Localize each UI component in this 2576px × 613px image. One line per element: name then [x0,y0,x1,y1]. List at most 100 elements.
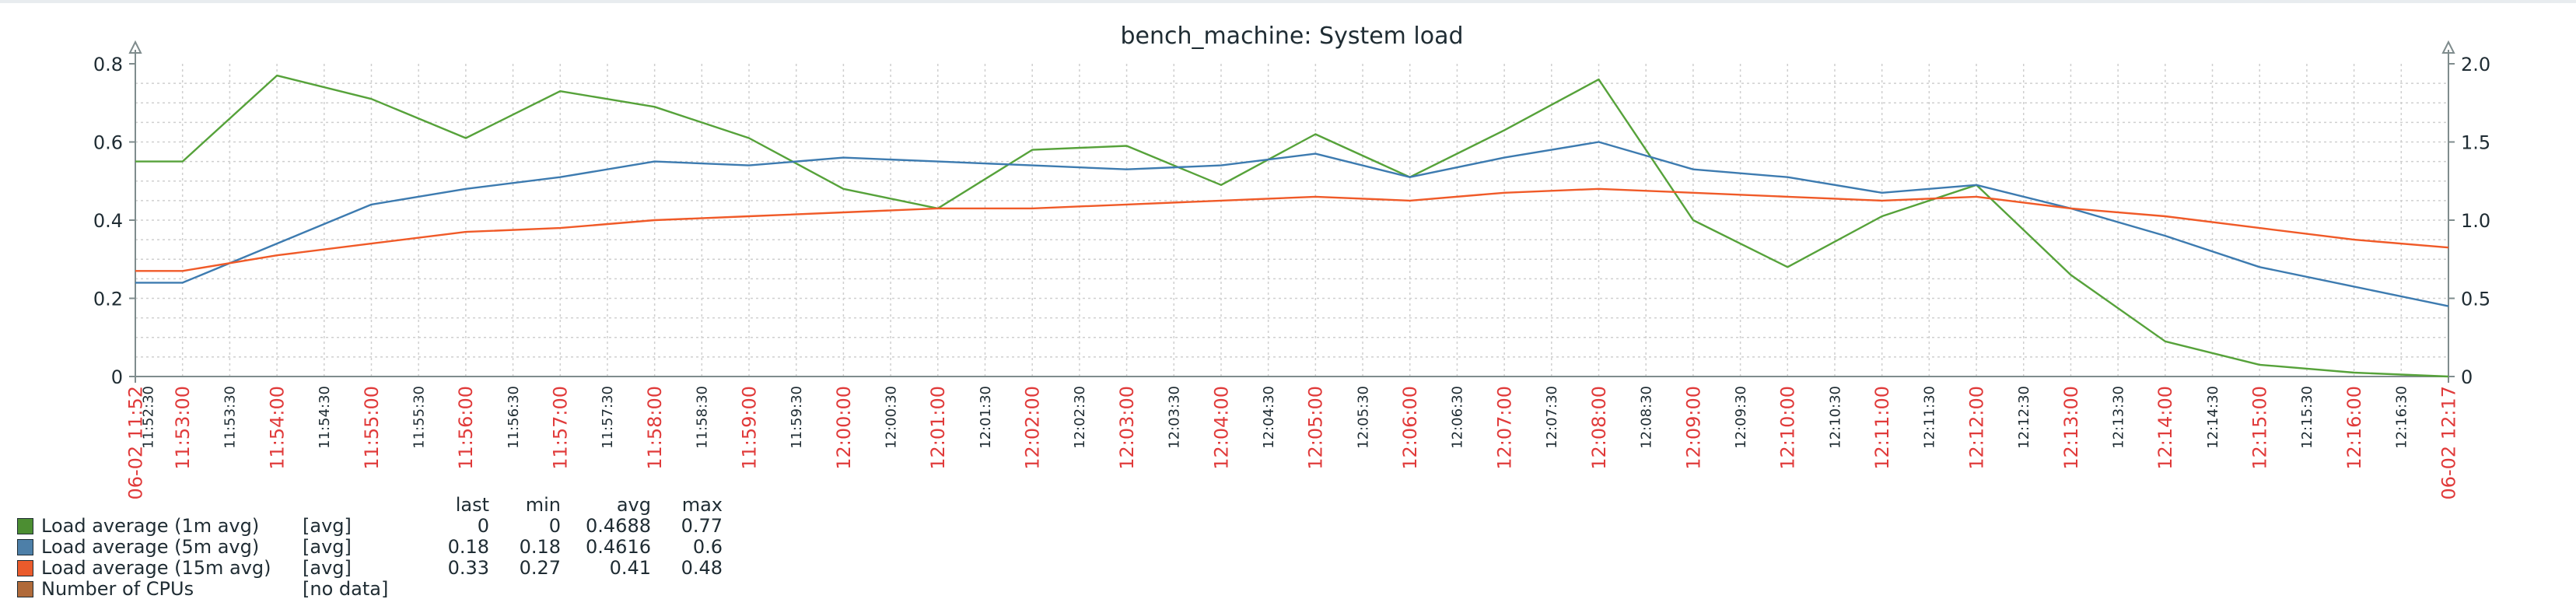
y-tick-label-right: 1.5 [2461,132,2490,154]
x-tick-label-major: 12:09:00 [1682,386,1704,470]
x-tick-label-major: 11:55:00 [361,386,383,470]
x-tick-label-major: 12:08:00 [1588,386,1610,470]
legend-last: 0.18 [447,536,489,558]
legend-min: 0.27 [519,557,561,579]
x-tick-label-major: 12:07:00 [1494,386,1516,470]
legend-header-last: last [455,494,489,516]
x-tick-label-minor: 12:09:30 [1733,386,1749,449]
x-tick-label-major: 11:53:00 [172,386,194,470]
x-tick-label-minor: 12:03:30 [1167,386,1183,449]
legend-min: 0.18 [519,536,561,558]
y-tick-label-left: 0.6 [93,132,123,154]
x-tick-label-major: 12:00:00 [833,386,855,470]
x-tick-label-major: 12:01:00 [927,386,949,470]
legend-max: 0.6 [692,536,723,558]
x-tick-label-major: 11:58:00 [644,386,666,470]
legend-max: 0.48 [681,557,723,579]
x-tick-label-major: 11:54:00 [266,386,288,470]
legend-swatch [17,518,33,534]
x-tick-label-minor: 11:59:30 [789,386,805,449]
x-tick-label-major: 12:12:00 [1965,386,1987,470]
y-axis-arrow-right [2441,40,2455,54]
x-tick-label-minor: 12:13:30 [2110,386,2126,449]
series-line [135,141,2449,307]
x-tick-label-major: 11:57:00 [550,386,572,470]
series-line [135,187,2449,272]
x-tick-label-major: 12:06:00 [1399,386,1421,470]
grid-lines [135,64,2448,377]
legend-header-avg: avg [616,494,651,516]
x-tick-label-minor: 12:01:30 [978,386,994,449]
system-load-chart: bench_machine: System load 0 0.2 0.4 0.6 0.8 0… [93,23,2490,500]
chart-title: bench_machine: System load [1120,23,1463,50]
x-tick-label-major: 12:02:00 [1022,386,1044,470]
x-tick-label-minor: 12:16:30 [2394,386,2410,449]
x-start-label: 06-02 11:52 [124,386,146,500]
x-tick-label-minor: 12:05:30 [1355,386,1371,449]
legend-function: [avg] [303,557,352,579]
legend-swatch [17,581,33,597]
legend-header-row: last min avg max [17,495,723,516]
x-tick-label-minor: 12:02:30 [1072,386,1088,449]
x-tick-label-minor: 11:58:30 [695,386,711,449]
legend-series-name: Load average (1m avg) [41,515,260,537]
y-tick-label-right: 1.0 [2461,210,2490,232]
x-tick-label-minor: 11:53:30 [222,386,239,449]
series-line [135,74,2449,378]
x-tick-label-minor: 12:08:30 [1639,386,1655,449]
legend-row-cpus: Number of CPUs [no data] [17,579,723,600]
x-tick-label-major: 12:05:00 [1305,386,1327,470]
x-tick-label-minor: 12:00:30 [883,386,899,449]
y-tick-label-left: 0.4 [93,210,123,232]
legend-function: [avg] [303,515,352,537]
legend-last: 0 [477,515,489,537]
x-tick-label-minor: 11:55:30 [411,386,427,449]
legend-avg: 0.4688 [586,515,651,537]
x-end-label: 06-02 12:17 [2438,386,2459,500]
legend-row-load-1m: Load average (1m avg) [avg] 0 0 0.4688 0… [17,516,723,537]
x-tick-label-major: 12:13:00 [2060,386,2082,470]
x-tick-label-major: 12:15:00 [2249,386,2271,470]
series-1 [135,74,2449,378]
y-tick-label-right: 0 [2461,366,2473,388]
legend-max: 0.77 [681,515,723,537]
y-axis-arrow-left [128,40,142,54]
x-tick-label-minor: 12:12:30 [2016,386,2032,449]
x-tick-label-major: 12:03:00 [1116,386,1138,470]
x-tick-label-minor: 12:11:30 [1922,386,1938,449]
x-tick-label-major: 12:10:00 [1777,386,1799,470]
y-tick-label-right: 0.5 [2461,289,2490,310]
x-tick-label-minor: 11:54:30 [317,386,333,449]
x-tick-label-major: 12:16:00 [2343,386,2365,470]
legend-header-min: min [525,494,561,516]
legend-function: [no data] [303,578,389,600]
x-tick-label-minor: 12:14:30 [2205,386,2221,449]
legend-series-name: Load average (5m avg) [41,536,260,558]
legend-row-load-5m: Load average (5m avg) [avg] 0.18 0.18 0.… [17,537,723,558]
legend-swatch [17,560,33,576]
legend-series-name: Number of CPUs [41,578,194,600]
y-tick-label-left: 0.2 [93,289,123,310]
x-tick-label-minor: 12:10:30 [1827,386,1843,449]
series-3 [135,187,2449,272]
legend-header-max: max [681,494,723,516]
x-tick-label-minor: 11:57:30 [600,386,616,449]
y-tick-label-right: 2.0 [2461,54,2490,75]
x-tick-label-minor: 12:07:30 [1544,386,1560,449]
legend-row-load-15m: Load average (15m avg) [avg] 0.33 0.27 0… [17,558,723,579]
legend-avg: 0.41 [609,557,651,579]
legend-function: [avg] [303,536,352,558]
x-tick-label-minor: 12:15:30 [2299,386,2315,449]
y-tick-label-left: 0.8 [93,54,123,75]
x-tick-label-minor: 12:04:30 [1261,386,1277,449]
y-tick-label-left: 0 [111,366,123,388]
x-tick-label-minor: 11:52:30 [140,386,156,449]
x-tick-label-major: 11:59:00 [738,386,760,470]
legend-avg: 0.4616 [586,536,651,558]
legend-last: 0.33 [447,557,489,579]
x-tick-label-major: 12:14:00 [2154,386,2176,470]
x-tick-label-minor: 12:06:30 [1450,386,1466,449]
legend-series-name: Load average (15m avg) [41,557,271,579]
series-2 [135,141,2449,307]
